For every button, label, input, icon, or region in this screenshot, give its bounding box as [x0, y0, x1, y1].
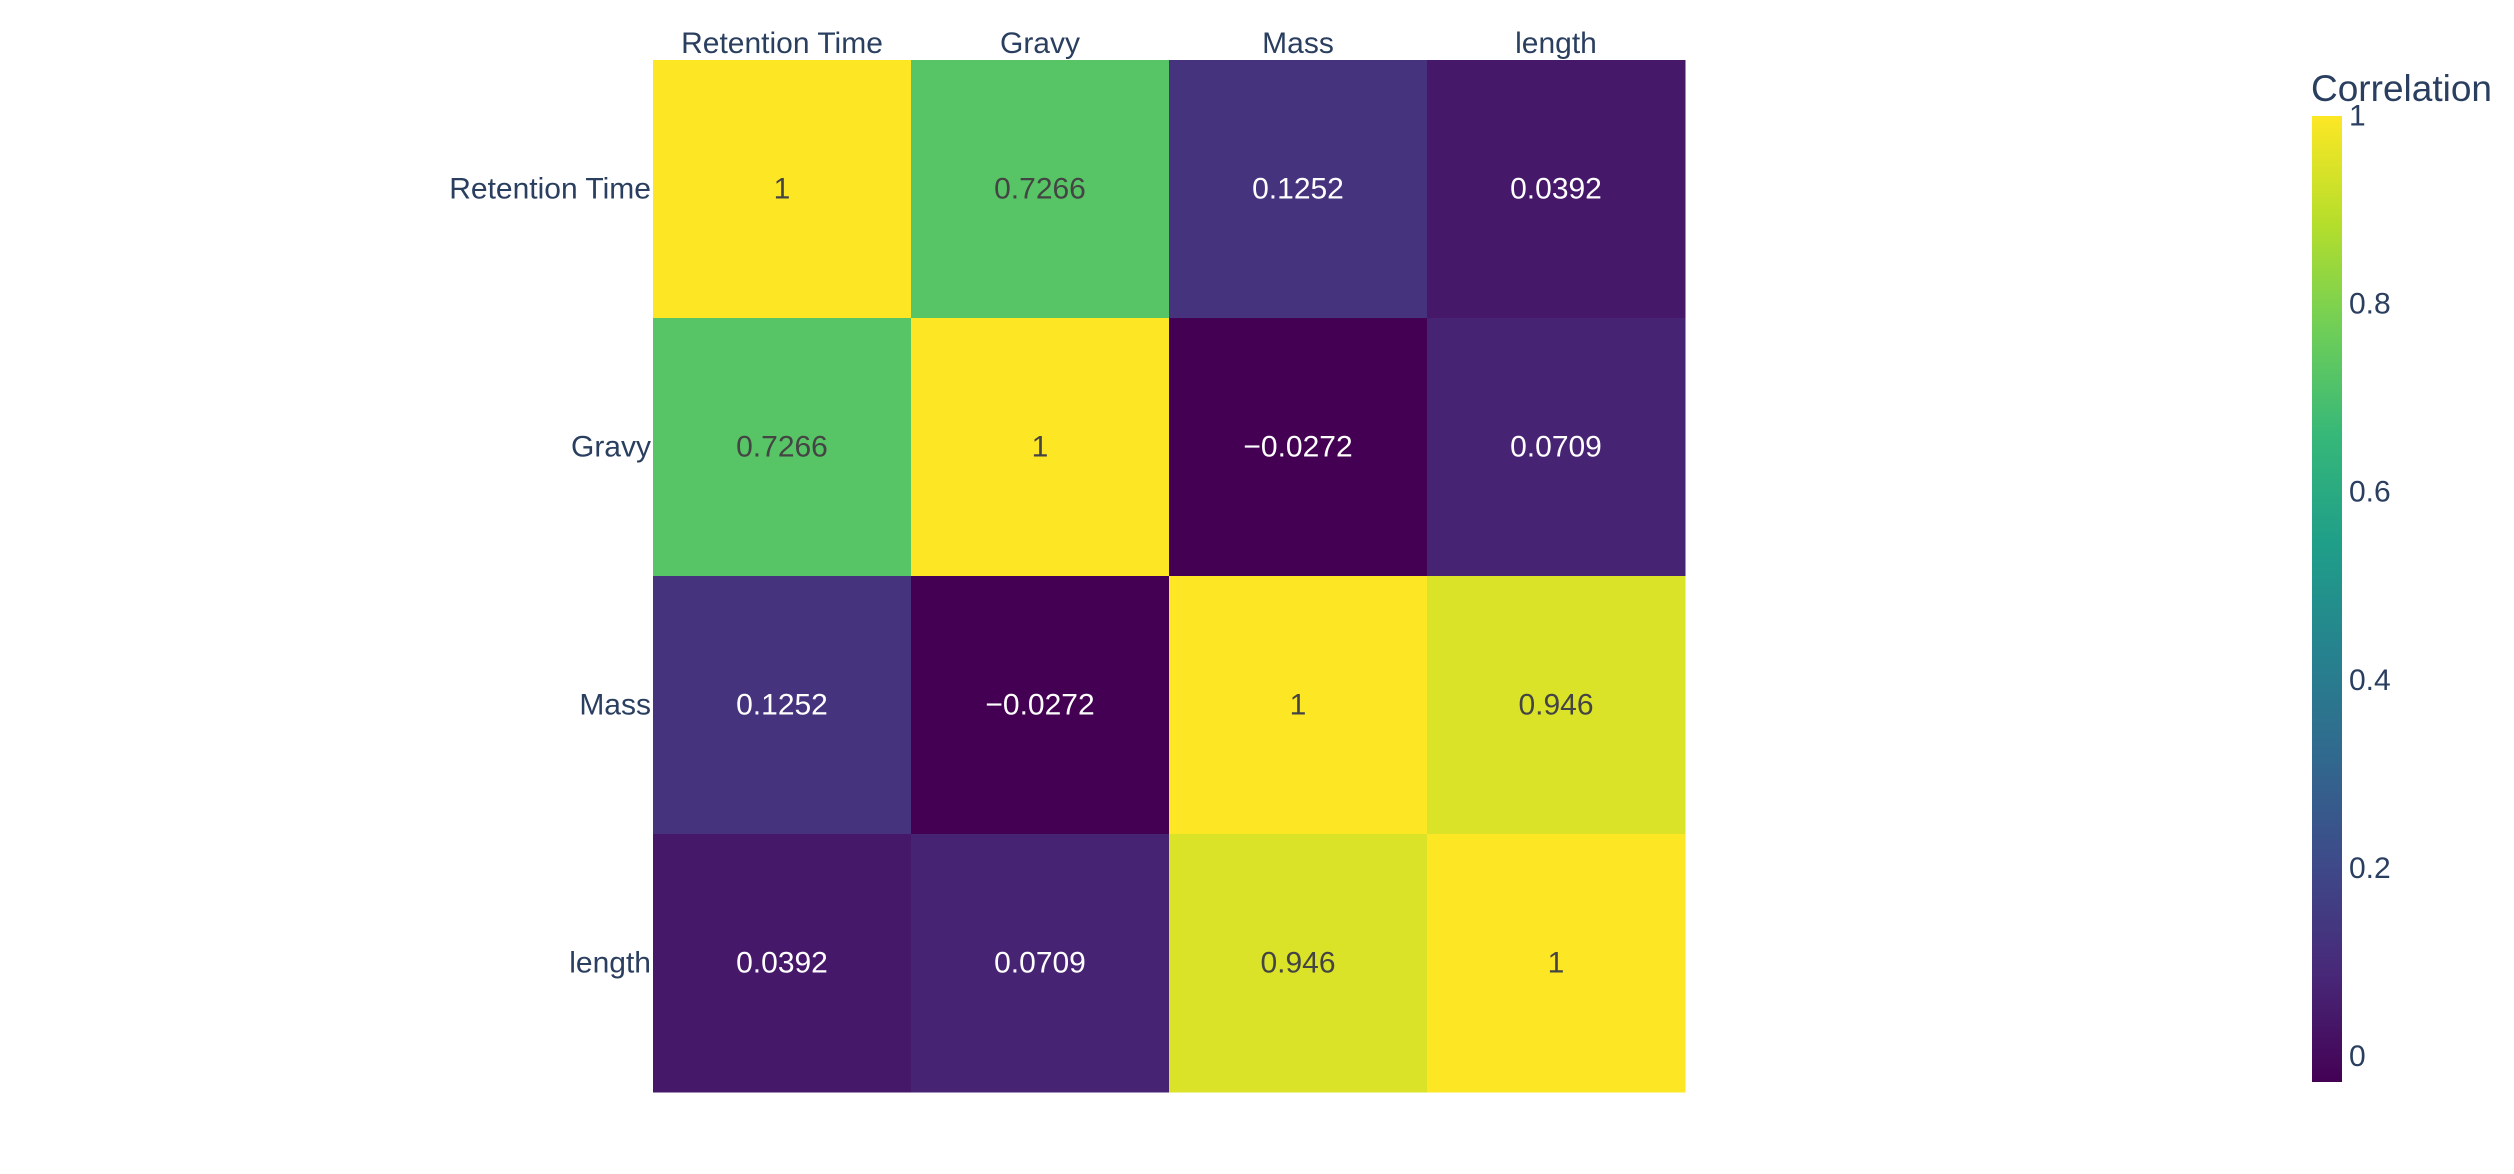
heatmap-cell-label: −0.0272 [1243, 431, 1352, 464]
heatmap-cell-mass-length [1427, 576, 1686, 835]
x-tick-label-gravy: Gravy [1000, 27, 1080, 60]
heatmap-cell-gravy-mass [1169, 318, 1428, 577]
heatmap-cell-label: 0.0392 [1510, 173, 1602, 206]
heatmap-cell-label: 0.1252 [1252, 173, 1344, 206]
heatmap-cells [653, 60, 1686, 1093]
colorbar-tick-labels: 0 0.2 0.4 0.6 0.8 1 [2349, 100, 2391, 1073]
colorbar: Correlation 0 0.2 0.4 0.6 0.8 1 [2311, 68, 2492, 1082]
heatmap-cell-length-length [1427, 834, 1686, 1093]
x-tick-label-mass: Mass [1262, 27, 1334, 60]
heatmap-cell-gravy-length [1427, 318, 1686, 577]
heatmap-cell-label: 0.946 [1518, 689, 1593, 722]
colorbar-tick-label: 0.2 [2349, 852, 2391, 885]
y-tick-label-retention-time: Retention Time [449, 173, 651, 206]
heatmap-cell-label: 1 [1290, 689, 1307, 722]
heatmap-cell-retention-time-length [1427, 60, 1686, 319]
colorbar-tick-label: 0.6 [2349, 476, 2391, 509]
heatmap-cell-mass-retention-time [653, 576, 912, 835]
heatmap-cell-length-mass [1169, 834, 1428, 1093]
heatmap-cell-retention-time-retention-time [653, 60, 912, 319]
heatmap-cell-label: 0.946 [1260, 947, 1335, 980]
y-axis-tick-labels: Retention Time Gravy Mass length [449, 173, 651, 980]
y-tick-label-length: length [569, 947, 651, 980]
heatmap-cell-label: 0.1252 [736, 689, 828, 722]
heatmap-cell-gravy-gravy [911, 318, 1170, 577]
heatmap-cell-label: 0.7266 [736, 431, 828, 464]
x-tick-label-length: length [1515, 27, 1597, 60]
heatmap-cell-label: 1 [1548, 947, 1565, 980]
heatmap-cell-mass-mass [1169, 576, 1428, 835]
heatmap-cell-label: 0.7266 [994, 173, 1086, 206]
colorbar-gradient [2312, 116, 2342, 1082]
x-tick-label-retention-time: Retention Time [681, 27, 883, 60]
heatmap-cell-retention-time-mass [1169, 60, 1428, 319]
colorbar-tick-label: 0.8 [2349, 288, 2391, 321]
y-tick-label-gravy: Gravy [571, 431, 651, 464]
heatmap-cell-mass-gravy [911, 576, 1170, 835]
heatmap-cell-label: 0.0709 [994, 947, 1086, 980]
heatmap-cell-label: 0.0392 [736, 947, 828, 980]
colorbar-tick-label: 1 [2349, 100, 2366, 133]
heatmap-cell-label: 0.0709 [1510, 431, 1602, 464]
colorbar-tick-label: 0.4 [2349, 664, 2391, 697]
heatmap-cell-length-retention-time [653, 834, 912, 1093]
x-axis-tick-labels: Retention Time Gravy Mass length [681, 27, 1597, 60]
heatmap-cell-label: 1 [774, 173, 791, 206]
colorbar-title: Correlation [2311, 68, 2492, 109]
heatmap-cell-labels: 1 0.7266 0.1252 0.0392 0.7266 1 −0.0272 0.0709 0… [736, 173, 1602, 980]
colorbar-tick-label: 0 [2349, 1040, 2366, 1073]
heatmap-cell-label: −0.0272 [985, 689, 1094, 722]
heatmap-cell-retention-time-gravy [911, 60, 1170, 319]
heatmap-cell-length-gravy [911, 834, 1170, 1093]
y-tick-label-mass: Mass [579, 689, 651, 722]
heatmap-cell-gravy-retention-time [653, 318, 912, 577]
heatmap-cell-label: 1 [1032, 431, 1049, 464]
